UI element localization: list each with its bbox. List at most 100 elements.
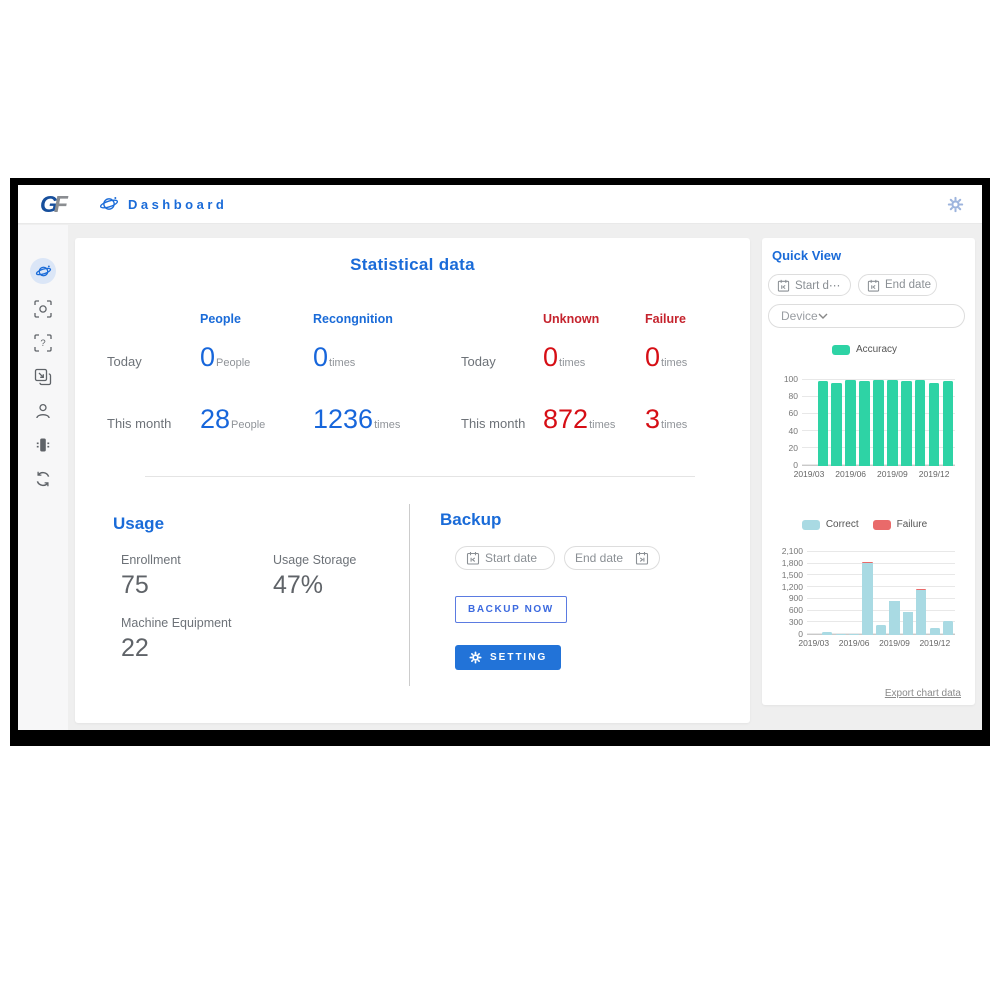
correct-failure-chart-bars (807, 552, 955, 635)
sidebar-item-unknown-scan[interactable]: ? (34, 334, 52, 352)
bar-slot (927, 380, 941, 466)
bar-segment-correct (943, 621, 954, 635)
bar-segment-correct (822, 631, 833, 635)
bar (859, 380, 870, 466)
y-tick-label: 100 (783, 374, 798, 384)
bar-slot (885, 380, 899, 466)
accuracy-legend-swatch (831, 344, 850, 355)
stat-unit: times (329, 357, 356, 369)
y-tick-label: 900 (788, 593, 803, 604)
planet-icon (99, 194, 119, 214)
enrollment-value: 75 (121, 571, 149, 599)
bar (835, 552, 846, 635)
accuracy-chart-xaxis: 2019/03 2019/06 2019/09 2019/12 (794, 469, 955, 480)
sidebar-item-users[interactable] (34, 402, 52, 420)
bar-slot (941, 380, 955, 466)
backup-now-button[interactable]: BACKUP NOW (455, 596, 567, 623)
bar-segment-accuracy (928, 383, 940, 466)
bar (942, 380, 954, 466)
row-label-month: This month (107, 416, 172, 431)
backup-start-date-field[interactable]: Start date (455, 546, 555, 570)
quick-view-start-date-field[interactable]: Start d⋯ (768, 274, 851, 296)
bar-segment-correct (835, 633, 846, 635)
page-title: Dashboard (99, 194, 227, 214)
device-dropdown-placeholder: Device (781, 309, 818, 323)
quick-view-end-date-field[interactable]: End date (858, 274, 937, 296)
sidebar-item-sync[interactable] (34, 470, 52, 488)
top-bar: G F Dashboard (18, 185, 982, 224)
y-tick-label: 80 (788, 391, 798, 402)
quick-view-date-row: Start d⋯ End date (768, 274, 937, 296)
sidebar-item-devices[interactable] (34, 436, 52, 454)
statistical-data-title: Statistical data (350, 255, 475, 274)
gridline (807, 621, 955, 623)
correct-failure-legend: Correct Failure (762, 519, 975, 530)
failure-legend-swatch (872, 519, 891, 530)
backup-start-date-placeholder: Start date (485, 551, 538, 565)
bar-slot (844, 380, 858, 466)
sidebar-item-face-scan[interactable] (34, 300, 52, 318)
export-chart-data-link[interactable]: Export chart data (884, 688, 961, 699)
bar-slot (861, 552, 874, 635)
gridline (807, 586, 955, 588)
stat-today-people: 0 People (200, 342, 250, 372)
bar-slot (830, 380, 844, 466)
y-tick-label: 2,100 (781, 546, 803, 556)
bar (929, 552, 940, 635)
bar-slot (942, 552, 955, 635)
x-tick-label: 2019/12 (919, 638, 951, 648)
bar-segment-accuracy (901, 380, 912, 466)
correct-failure-chart-yaxis: 0 300 600 900 1,200 1,500 1,800 2,100 (771, 546, 803, 639)
row-label-month-2: This month (461, 416, 526, 431)
device-dropdown[interactable]: Device (768, 304, 965, 328)
svg-text:?: ? (40, 338, 45, 349)
chevron-down-icon (818, 313, 828, 319)
bar-slot (858, 380, 872, 466)
bar (901, 380, 912, 466)
column-header-failure: Failure (645, 312, 686, 326)
usage-storage-value: 47% (273, 571, 324, 599)
quick-view-title: Quick View (772, 248, 842, 263)
bar-slot (802, 380, 816, 466)
failure-legend-label: Failure (896, 519, 928, 530)
bar-segment-accuracy (887, 380, 898, 466)
gridline (807, 609, 955, 611)
setting-button[interactable]: SETTING (455, 645, 562, 670)
column-header-people: People (200, 312, 241, 326)
gridline (807, 597, 955, 599)
calendar-start-icon (466, 551, 480, 565)
bar-slot (872, 380, 886, 466)
vertical-divider (409, 504, 410, 686)
x-tick-label: 2019/06 (835, 469, 867, 479)
bar-segment-correct (848, 633, 860, 635)
bar-segment-accuracy (859, 380, 870, 466)
stat-unit: times (661, 419, 688, 431)
gear-icon (469, 651, 482, 664)
gridline (807, 574, 955, 576)
sidebar-item-dashboard[interactable] (30, 258, 56, 284)
backup-end-date-field[interactable]: End date (564, 546, 660, 570)
bar-segment-correct (929, 627, 940, 635)
bar-segment-accuracy (873, 380, 884, 466)
y-tick-label: 1,800 (781, 557, 803, 568)
backup-title: Backup (440, 510, 502, 529)
correct-failure-chart-xaxis: 2019/03 2019/06 2019/09 2019/12 (798, 638, 955, 649)
bar-segment-accuracy (817, 380, 829, 466)
stat-value: 1236 (313, 404, 374, 434)
stat-value: 0 (645, 342, 661, 372)
gridline (802, 379, 955, 380)
stat-value: 0 (313, 342, 329, 372)
gear-icon[interactable] (947, 196, 964, 213)
records-icon (34, 368, 52, 386)
column-header-unknown: Unknown (543, 312, 600, 326)
backup-end-date-placeholder: End date (575, 551, 624, 565)
x-tick-label: 2019/09 (879, 638, 910, 648)
sidebar-item-records[interactable] (34, 368, 52, 386)
section-divider (145, 476, 695, 477)
enrollment-label: Enrollment (121, 553, 181, 567)
calendar-end-icon (635, 551, 649, 565)
sidebar: ? (18, 225, 68, 730)
stat-unit: People (216, 357, 251, 369)
gridline (807, 551, 955, 552)
